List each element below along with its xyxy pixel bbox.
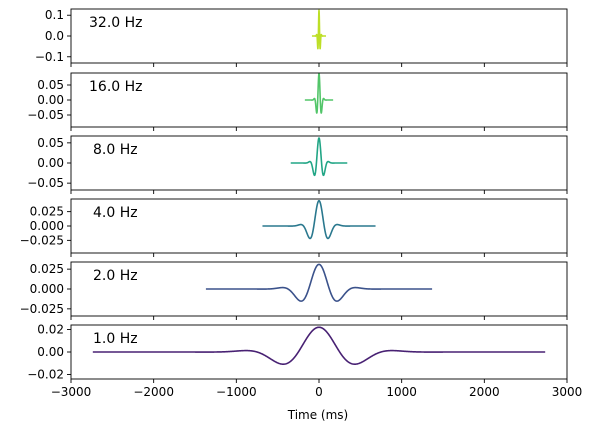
waveform-line-1 bbox=[311, 9, 327, 50]
y-tick-label: 0.00 bbox=[37, 156, 64, 170]
frequency-label-6: 1.0 Hz bbox=[93, 331, 138, 347]
y-tick-label: 0.02 bbox=[37, 323, 64, 337]
y-tick-label: −0.05 bbox=[27, 108, 64, 122]
panel-2: 0.050.00−0.05 16.0 Hz bbox=[27, 72, 568, 131]
y-tick-label: 0.05 bbox=[37, 136, 64, 150]
x-tick-label: 1000 bbox=[386, 385, 417, 399]
axes-frame-4 bbox=[70, 198, 568, 254]
x-tick-label: 3000 bbox=[552, 385, 583, 399]
y-tick-label: 0.0 bbox=[45, 29, 64, 43]
frequency-label-2: 16.0 Hz bbox=[89, 79, 143, 95]
x-axis-label: Time (ms) bbox=[287, 408, 349, 422]
panel-3: 0.05 0.00 −0.05 8.0 Hz bbox=[27, 135, 568, 194]
waveform-line-6 bbox=[92, 326, 546, 365]
y-tick-label: 0.00 bbox=[37, 345, 64, 359]
y-tick-label: 0.05 bbox=[37, 78, 64, 92]
waveform-line-2 bbox=[304, 72, 334, 114]
panel-5: 0.025 0.000 −0.025 2.0 Hz bbox=[20, 261, 568, 320]
panel-6: 0.02 0.00 −0.02 −3000 −2000 −1000 0 1000 2000 300… bbox=[27, 323, 582, 400]
y-tick-label: 0.025 bbox=[30, 205, 64, 219]
x-tick-label: 2000 bbox=[469, 385, 500, 399]
y-tick-label: 0.1 bbox=[45, 8, 64, 22]
waveform-line-4 bbox=[261, 199, 377, 240]
x-tick-label: 0 bbox=[315, 385, 323, 399]
waveform-line-3 bbox=[289, 137, 349, 177]
axes-frame-3 bbox=[70, 135, 568, 191]
y-tick-label: −0.025 bbox=[20, 302, 64, 316]
waveform-line-5 bbox=[205, 263, 433, 302]
y-tick-label: 0.000 bbox=[30, 219, 64, 233]
y-tick-label: 0.025 bbox=[30, 262, 64, 276]
frequency-label-1: 32.0 Hz bbox=[89, 15, 143, 31]
frequency-label-3: 8.0 Hz bbox=[93, 142, 138, 158]
y-tick-label: 0.00 bbox=[37, 93, 64, 107]
y-tick-label: −0.1 bbox=[35, 50, 64, 64]
frequency-label-4: 4.0 Hz bbox=[93, 205, 138, 221]
y-tick-label: 0.000 bbox=[30, 282, 64, 296]
x-tick-label: −3000 bbox=[51, 385, 92, 399]
frequency-label-5: 2.0 Hz bbox=[93, 268, 138, 284]
y-tick-label: −0.025 bbox=[20, 233, 64, 247]
y-tick-label: −0.05 bbox=[27, 176, 64, 190]
axes-frame-5 bbox=[70, 261, 568, 317]
x-tick-label: −2000 bbox=[133, 385, 174, 399]
x-tick-label: −1000 bbox=[216, 385, 257, 399]
y-tick-label: −0.02 bbox=[27, 368, 64, 382]
panel-1: 0.1 0.0 −0.1 32.0 Hz bbox=[35, 8, 568, 67]
